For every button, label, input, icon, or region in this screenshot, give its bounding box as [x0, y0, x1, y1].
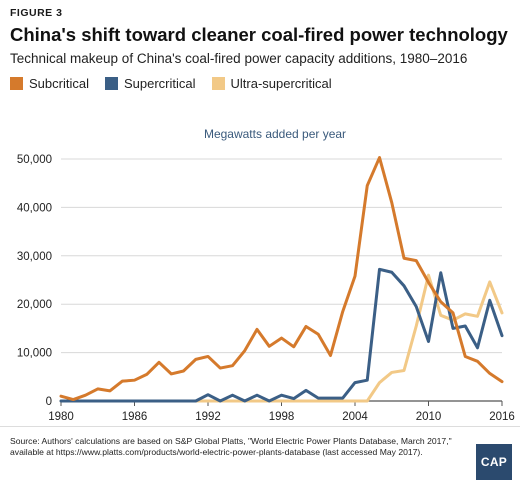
legend-label-subcritical: Subcritical [29, 75, 89, 91]
x-tick-label: 2016 [489, 411, 515, 423]
legend-label-ultra-supercritical: Ultra-supercritical [230, 75, 332, 91]
source-note: Source: Authors' calculations are based … [10, 436, 452, 458]
x-tick-label: 1986 [122, 411, 148, 423]
footer-divider [0, 426, 520, 427]
x-axis-ticks: 1980 1986 1992 1998 2004 2010 2016 [48, 401, 515, 423]
x-tick-label: 1992 [195, 411, 221, 423]
series-line-supercritical [59, 267, 504, 403]
cap-logo: CAP [476, 444, 512, 480]
figure-label: FIGURE 3 [10, 7, 63, 19]
legend-item-subcritical: Subcritical [10, 76, 89, 91]
legend-label-supercritical: Supercritical [123, 75, 196, 91]
legend-item-supercritical: Supercritical [104, 75, 196, 91]
legend: Subcritical Supercritical Ultra-supercri… [10, 75, 348, 91]
y-tick-label: 10,000 [17, 348, 52, 360]
chart-title: China's shift toward cleaner coal-fired … [10, 24, 508, 45]
series-lines [59, 156, 504, 403]
y-tick-label: 50,000 [17, 154, 52, 166]
legend-swatch-supercritical [104, 76, 118, 90]
x-tick-label: 1998 [269, 411, 295, 423]
y-tick-label: 40,000 [17, 202, 52, 214]
y-tick-label: 0 [46, 396, 52, 408]
legend-swatch-ultra-supercritical [211, 76, 225, 90]
chart-subtitle: Technical makeup of China's coal-fired p… [10, 51, 468, 66]
y-tick-label: 20,000 [17, 299, 52, 311]
y-axis-ticks: 0 10,000 20,000 30,000 40,000 50,000 [17, 154, 52, 408]
y-axis-unit-label: Megawatts added per year [203, 127, 347, 141]
grid-lines [61, 158, 502, 402]
legend-swatch-subcritical [10, 76, 23, 90]
x-tick-label: 2004 [342, 411, 368, 423]
line-chart: 0 10,000 20,000 30,000 40,000 50,000 1980 1986… [17, 154, 515, 423]
y-tick-label: 30,000 [17, 251, 52, 263]
x-tick-label: 2010 [416, 411, 442, 423]
series-line-subcritical [59, 156, 504, 402]
legend-item-ultra-supercritical: Ultra-supercritical [211, 75, 332, 91]
x-tick-label: 1980 [48, 411, 74, 423]
